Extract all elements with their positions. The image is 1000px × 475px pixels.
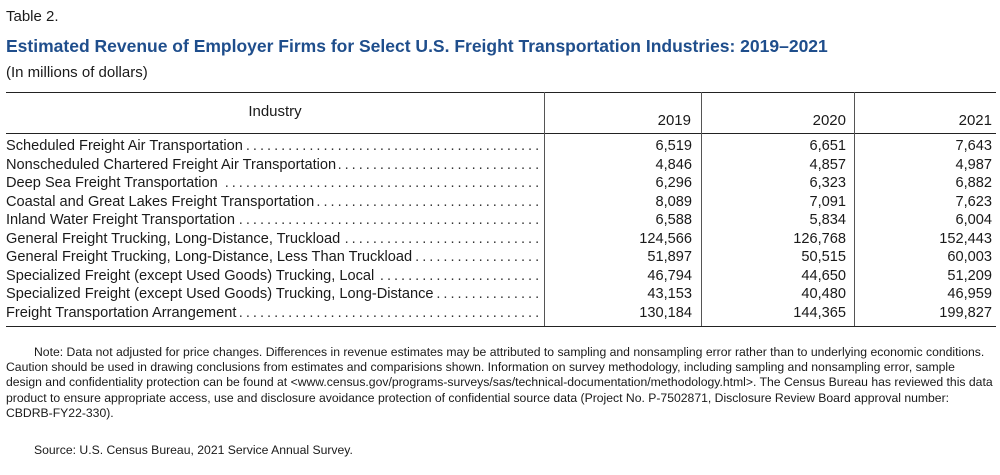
table-row: ........................................…: [6, 285, 996, 304]
value-cell-2021: 4,987: [955, 156, 992, 173]
table-row: ........................................…: [6, 174, 996, 193]
value-cell-2021: 6,882: [955, 175, 992, 191]
table-body: ........................................…: [6, 137, 996, 322]
table-row: ........................................…: [6, 137, 996, 156]
value-cell-2020: 50,515: [801, 249, 846, 265]
source-line: Source: U.S. Census Bureau, 2021 Service…: [34, 443, 353, 457]
footnote-text: Note: Data not adjusted for price change…: [6, 345, 993, 420]
value-cell-2021: 6,004: [955, 212, 992, 228]
value-cell-2020: 144,365: [793, 304, 846, 321]
table-bottom-rule: [6, 326, 996, 327]
column-divider: [701, 92, 702, 326]
value-cell-2020: 44,650: [801, 267, 846, 284]
value-cell-2019: 4,846: [655, 156, 692, 173]
table-row: ........................................…: [6, 211, 996, 230]
industry-label: Inland Water Freight Transportation: [6, 212, 239, 228]
units-note: (In millions of dollars): [6, 64, 148, 81]
industry-label: Specialized Freight (except Used Goods) …: [6, 286, 437, 302]
value-cell-2019: 43,153: [647, 286, 692, 302]
value-cell-2021: 7,623: [955, 193, 992, 210]
column-divider: [854, 92, 855, 326]
table-row: ........................................…: [6, 267, 996, 286]
industry-cell: ........................................…: [6, 193, 538, 212]
value-cell-2020: 6,651: [809, 138, 846, 154]
industry-label: Nonscheduled Chartered Freight Air Trans…: [6, 156, 340, 173]
industry-label: Specialized Freight (except Used Goods) …: [6, 267, 378, 284]
value-cell-2019: 51,897: [647, 249, 692, 265]
table-label: Table 2.: [6, 8, 59, 25]
column-divider: [544, 92, 545, 326]
value-cell-2019: 6,296: [655, 175, 692, 191]
header-year-2020: 2020: [812, 112, 846, 129]
header-year-2019: 2019: [657, 112, 691, 129]
table-row: ........................................…: [6, 248, 996, 267]
industry-cell: ........................................…: [6, 211, 538, 230]
value-cell-2019: 130,184: [639, 304, 692, 321]
table-row: ........................................…: [6, 230, 996, 249]
footnote: Note: Data not adjusted for price change…: [6, 345, 994, 421]
industry-cell: ........................................…: [6, 267, 538, 286]
value-cell-2019: 6,519: [655, 138, 692, 154]
industry-cell: ........................................…: [6, 230, 538, 249]
value-cell-2021: 51,209: [947, 267, 992, 284]
industry-label: Deep Sea Freight Transportation: [6, 175, 221, 191]
value-cell-2020: 5,834: [809, 212, 846, 228]
value-cell-2020: 4,857: [809, 156, 846, 173]
page-title: Estimated Revenue of Employer Firms for …: [6, 36, 828, 56]
industry-label: Coastal and Great Lakes Freight Transpor…: [6, 193, 318, 210]
value-cell-2021: 7,643: [955, 138, 992, 154]
table-row: ........................................…: [6, 304, 996, 323]
industry-label: General Freight Trucking, Long-Distance,…: [6, 230, 344, 247]
table-row: ........................................…: [6, 156, 996, 175]
value-cell-2020: 126,768: [793, 230, 846, 247]
industry-label: Freight Transportation Arrangement: [6, 304, 240, 321]
value-cell-2019: 6,588: [655, 212, 692, 228]
industry-cell: ........................................…: [6, 285, 538, 304]
header-bottom-rule: [6, 133, 996, 134]
industry-label: General Freight Trucking, Long-Distance,…: [6, 249, 416, 265]
value-cell-2019: 124,566: [639, 230, 692, 247]
industry-cell: ........................................…: [6, 174, 538, 193]
table-row: ........................................…: [6, 193, 996, 212]
value-cell-2020: 7,091: [809, 193, 846, 210]
value-cell-2020: 40,480: [801, 286, 846, 302]
value-cell-2021: 60,003: [947, 249, 992, 265]
header-industry: Industry: [248, 103, 302, 120]
table-top-rule: [6, 92, 996, 93]
value-cell-2021: 46,959: [947, 286, 992, 302]
value-cell-2019: 8,089: [655, 193, 692, 210]
value-cell-2019: 46,794: [647, 267, 692, 284]
value-cell-2020: 6,323: [809, 175, 846, 191]
industry-cell: ........................................…: [6, 304, 538, 323]
industry-cell: ........................................…: [6, 248, 538, 267]
industry-cell: ........................................…: [6, 156, 538, 175]
industry-label: Scheduled Freight Air Transportation: [6, 138, 246, 154]
industry-cell: ........................................…: [6, 137, 538, 156]
value-cell-2021: 152,443: [939, 230, 992, 247]
value-cell-2021: 199,827: [939, 304, 992, 321]
header-year-2021: 2021: [958, 112, 992, 129]
